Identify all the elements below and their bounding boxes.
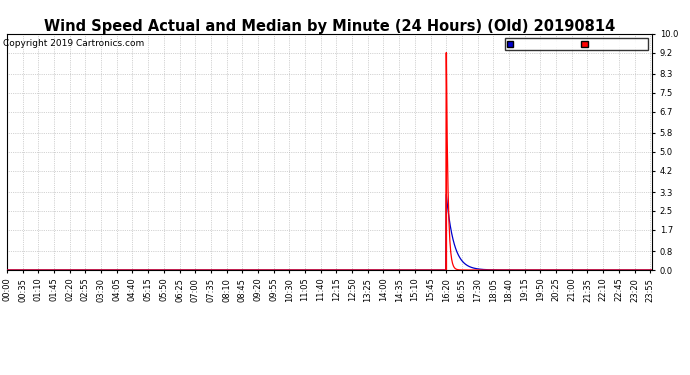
Title: Wind Speed Actual and Median by Minute (24 Hours) (Old) 20190814: Wind Speed Actual and Median by Minute (… xyxy=(44,19,615,34)
Text: Copyright 2019 Cartronics.com: Copyright 2019 Cartronics.com xyxy=(3,39,145,48)
Legend: Median (mph), Wind  (mph): Median (mph), Wind (mph) xyxy=(505,38,648,50)
